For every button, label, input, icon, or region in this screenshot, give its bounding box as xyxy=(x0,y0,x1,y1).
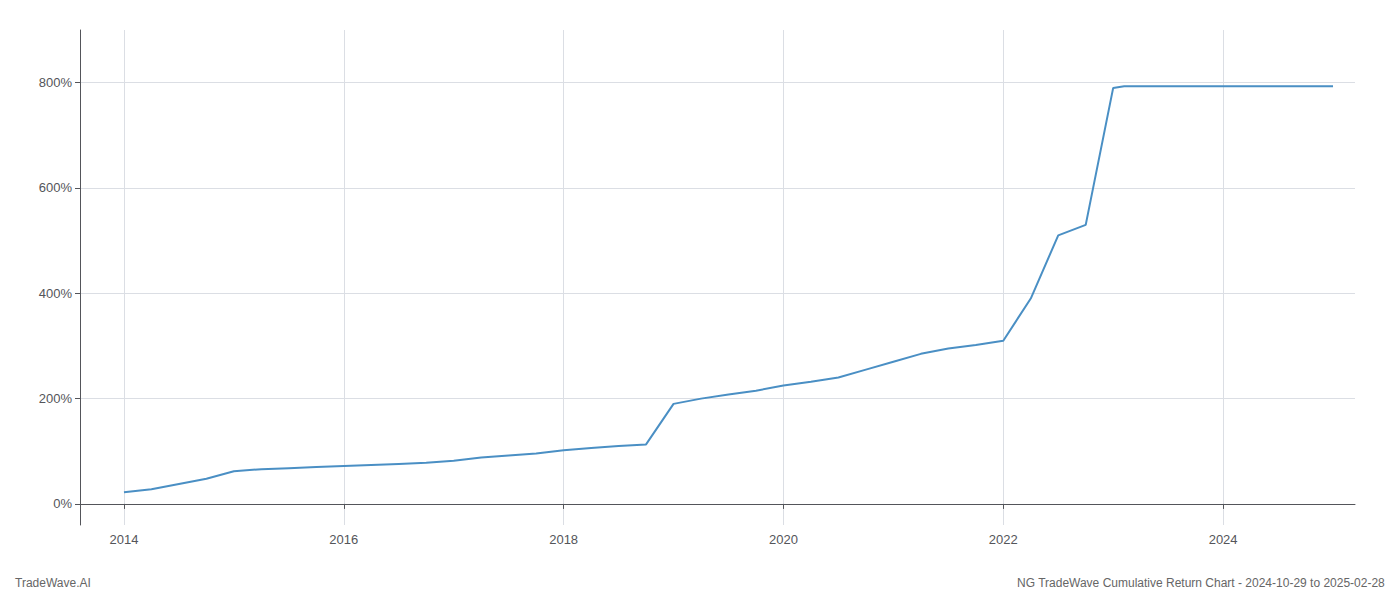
svg-text:600%: 600% xyxy=(39,180,73,195)
svg-text:2022: 2022 xyxy=(989,532,1018,547)
svg-text:2024: 2024 xyxy=(1209,532,1238,547)
svg-text:2016: 2016 xyxy=(329,532,358,547)
svg-text:2020: 2020 xyxy=(769,532,798,547)
svg-text:800%: 800% xyxy=(39,75,73,90)
svg-text:200%: 200% xyxy=(39,391,73,406)
svg-text:400%: 400% xyxy=(39,286,73,301)
svg-text:TradeWave.AI: TradeWave.AI xyxy=(15,576,91,590)
svg-text:2018: 2018 xyxy=(549,532,578,547)
svg-text:NG TradeWave Cumulative Return: NG TradeWave Cumulative Return Chart - 2… xyxy=(1017,576,1385,590)
svg-text:0%: 0% xyxy=(53,496,72,511)
svg-text:2014: 2014 xyxy=(110,532,139,547)
